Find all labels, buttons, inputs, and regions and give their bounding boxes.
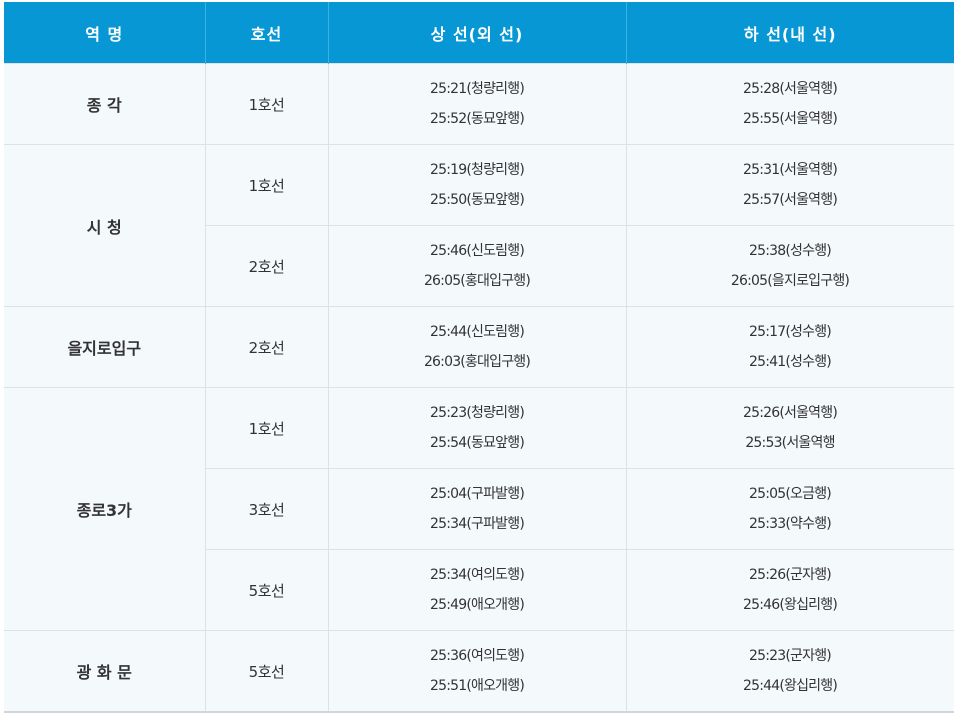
- last-train-timetable: 역 명 호선 상 선(외 선) 하 선(내 선) 종 각 1호선 25:21(청량리…: [4, 2, 954, 713]
- station-name: 시 청: [4, 144, 206, 307]
- train-time: 25:31(서울역행): [743, 162, 838, 178]
- down-times: 25:26(군자행) 25:46(왕십리행): [625, 549, 954, 631]
- train-time: 25:54(동묘앞행): [430, 435, 525, 451]
- table-row: 시 청 1호선 25:19(청량리행) 25:50(동묘앞행) 25:31(서울역행) 2…: [4, 144, 954, 307]
- train-time: 25:52(동묘앞행): [430, 111, 525, 127]
- up-times: 25:36(여의도행) 25:51(애오개행): [327, 630, 627, 713]
- train-time: 25:23(군자행): [749, 648, 832, 664]
- down-times: 25:05(오금행) 25:33(약수행): [625, 468, 954, 550]
- down-times: 25:28(서울역행) 25:55(서울역행): [625, 63, 954, 145]
- train-time: 25:05(오금행): [749, 486, 832, 502]
- train-time: 25:28(서울역행): [743, 81, 838, 97]
- train-time: 25:26(군자행): [749, 567, 832, 583]
- down-times: 25:23(군자행) 25:44(왕십리행): [625, 630, 954, 713]
- train-time: 25:50(동묘앞행): [430, 192, 525, 208]
- table-row: 종로3가 1호선 25:23(청량리행) 25:54(동묘앞행) 25:26(서울역행)…: [4, 387, 954, 631]
- table-row: 광 화 문 5호선 25:36(여의도행) 25:51(애오개행) 25:23(군자행)…: [4, 630, 954, 713]
- train-time: 26:03(홍대입구행): [423, 354, 531, 370]
- train-time: 25:17(성수행): [749, 324, 832, 340]
- train-time: 25:55(서울역행): [743, 111, 838, 127]
- header-up: 상 선(외 선): [327, 2, 626, 64]
- down-times: 25:17(성수행) 25:41(성수행): [625, 306, 954, 388]
- train-time: 25:26(서울역행): [743, 405, 838, 421]
- train-time: 25:19(청량리행): [430, 162, 525, 178]
- line-number: 2호선: [204, 306, 329, 388]
- line-number: 5호선: [205, 549, 329, 631]
- up-times: 25:46(신도림행) 26:05(홍대입구행): [327, 225, 627, 307]
- train-time: 26:05(홍대입구행): [423, 273, 531, 289]
- train-time: 25:53(서울역행: [745, 435, 835, 451]
- train-time: 25:36(여의도행): [430, 648, 525, 664]
- station-name: 종 각: [4, 63, 206, 145]
- up-times: 25:21(청량리행) 25:52(동묘앞행): [327, 63, 627, 145]
- station-name: 을지로입구: [4, 306, 206, 388]
- train-time: 25:44(신도림행): [430, 324, 525, 340]
- station-name: 종로3가: [4, 387, 206, 631]
- train-time: 25:33(약수행): [749, 516, 832, 532]
- header-line: 호선: [204, 2, 328, 64]
- down-times: 25:26(서울역행) 25:53(서울역행: [625, 387, 954, 469]
- up-times: 25:19(청량리행) 25:50(동묘앞행): [327, 144, 627, 226]
- train-time: 25:49(애오개행): [430, 597, 525, 613]
- table-row: 3호선 25:04(구파발행) 25:34(구파발행) 25:05(오금행) 25:33…: [4, 468, 954, 550]
- up-times: 25:44(신도림행) 26:03(홍대입구행): [327, 306, 627, 388]
- station-name: 광 화 문: [4, 630, 206, 713]
- train-time: 25:46(신도림행): [430, 243, 525, 259]
- up-times: 25:34(여의도행) 25:49(애오개행): [327, 549, 627, 631]
- table-row: 5호선 25:34(여의도행) 25:49(애오개행) 25:26(군자행) 25:46…: [4, 549, 954, 631]
- train-time: 25:04(구파발행): [430, 486, 525, 502]
- down-times: 25:31(서울역행) 25:57(서울역행): [625, 144, 954, 226]
- line-number: 5호선: [204, 630, 329, 713]
- table-header-row: 역 명 호선 상 선(외 선) 하 선(내 선): [4, 2, 954, 64]
- train-time: 26:05(을지로입구행): [730, 273, 850, 289]
- header-station: 역 명: [4, 2, 205, 64]
- up-times: 25:04(구파발행) 25:34(구파발행): [327, 468, 627, 550]
- down-times: 25:38(성수행) 26:05(을지로입구행): [625, 225, 954, 307]
- line-number: 1호선: [204, 63, 329, 145]
- line-number: 1호선: [204, 387, 329, 469]
- train-time: 25:34(여의도행): [430, 567, 525, 583]
- train-time: 25:23(청량리행): [430, 405, 525, 421]
- line-number: 2호선: [205, 225, 329, 307]
- train-time: 25:46(왕십리행): [743, 597, 838, 613]
- line-number: 3호선: [205, 468, 329, 550]
- train-time: 25:38(성수행): [749, 243, 832, 259]
- table-row: 을지로입구 2호선 25:44(신도림행) 26:03(홍대입구행) 25:17(성수행…: [4, 306, 954, 388]
- header-down: 하 선(내 선): [625, 2, 954, 64]
- train-time: 25:51(애오개행): [430, 678, 525, 694]
- line-number: 1호선: [204, 144, 329, 226]
- train-time: 25:41(성수행): [749, 354, 832, 370]
- train-time: 25:21(청량리행): [430, 81, 525, 97]
- train-time: 25:34(구파발행): [430, 516, 525, 532]
- table-row: 종 각 1호선 25:21(청량리행) 25:52(동묘앞행) 25:28(서울역행) 2…: [4, 63, 954, 145]
- up-times: 25:23(청량리행) 25:54(동묘앞행): [327, 387, 627, 469]
- train-time: 25:57(서울역행): [743, 192, 838, 208]
- train-time: 25:44(왕십리행): [743, 678, 838, 694]
